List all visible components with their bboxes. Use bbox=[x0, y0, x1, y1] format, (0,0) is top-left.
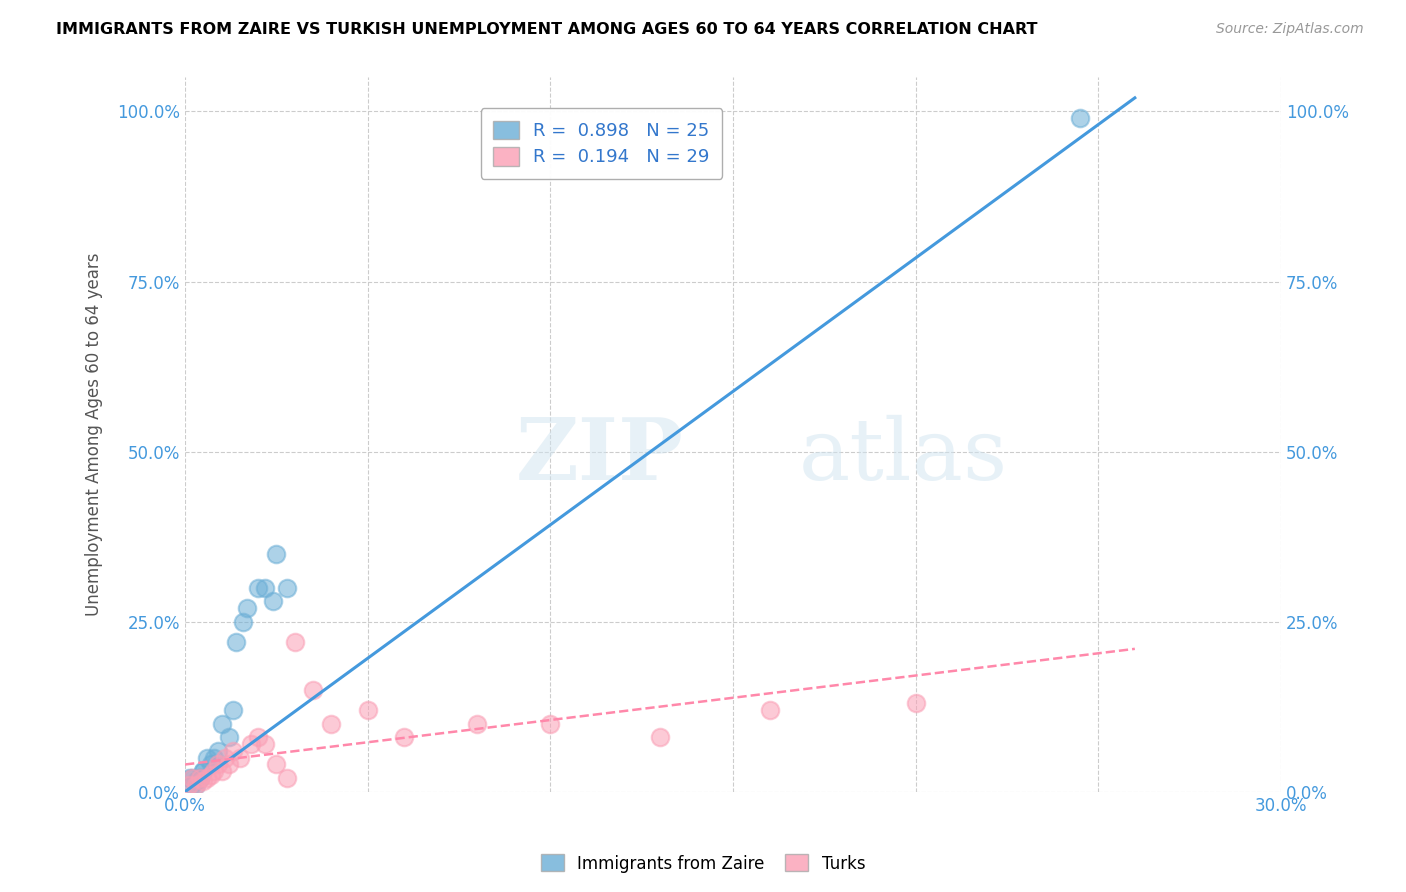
Legend: Immigrants from Zaire, Turks: Immigrants from Zaire, Turks bbox=[534, 847, 872, 880]
Point bbox=[202, 764, 225, 779]
Point bbox=[266, 757, 288, 772]
Point bbox=[357, 703, 380, 717]
Point bbox=[254, 581, 277, 595]
Point bbox=[177, 771, 200, 785]
Point bbox=[177, 778, 200, 792]
Point bbox=[184, 778, 207, 792]
Point bbox=[229, 750, 252, 764]
Point bbox=[218, 757, 240, 772]
Point bbox=[538, 716, 561, 731]
Text: ZIP: ZIP bbox=[516, 414, 683, 498]
Point bbox=[207, 757, 229, 772]
Point bbox=[321, 716, 343, 731]
Point bbox=[266, 547, 288, 561]
Legend: R =  0.898   N = 25, R =  0.194   N = 29: R = 0.898 N = 25, R = 0.194 N = 29 bbox=[481, 108, 723, 179]
Point bbox=[195, 771, 218, 785]
Point bbox=[181, 778, 204, 792]
Point bbox=[193, 764, 215, 779]
Point bbox=[284, 635, 307, 649]
Point bbox=[232, 615, 254, 629]
Point bbox=[239, 737, 262, 751]
Point bbox=[904, 696, 927, 710]
Point bbox=[221, 703, 243, 717]
Point bbox=[207, 744, 229, 758]
Text: atlas: atlas bbox=[799, 415, 1008, 498]
Point bbox=[221, 744, 243, 758]
Point bbox=[254, 737, 277, 751]
Point bbox=[276, 581, 298, 595]
Point bbox=[236, 601, 259, 615]
Point bbox=[195, 750, 218, 764]
Point bbox=[184, 778, 207, 792]
Point bbox=[758, 703, 780, 717]
Point bbox=[394, 731, 416, 745]
Text: IMMIGRANTS FROM ZAIRE VS TURKISH UNEMPLOYMENT AMONG AGES 60 TO 64 YEARS CORRELAT: IMMIGRANTS FROM ZAIRE VS TURKISH UNEMPLO… bbox=[56, 22, 1038, 37]
Point bbox=[184, 774, 207, 789]
Point bbox=[200, 767, 222, 781]
Point bbox=[202, 750, 225, 764]
Point bbox=[211, 716, 233, 731]
Point bbox=[188, 771, 211, 785]
Point bbox=[193, 764, 215, 779]
Point bbox=[214, 750, 236, 764]
Point bbox=[188, 771, 211, 785]
Point bbox=[262, 594, 284, 608]
Point bbox=[465, 716, 488, 731]
Point bbox=[188, 771, 211, 785]
Point bbox=[247, 731, 270, 745]
Point bbox=[1069, 112, 1091, 126]
Point bbox=[181, 771, 204, 785]
Point bbox=[218, 731, 240, 745]
Point bbox=[648, 731, 671, 745]
Point bbox=[193, 774, 215, 789]
Point bbox=[200, 757, 222, 772]
Y-axis label: Unemployment Among Ages 60 to 64 years: Unemployment Among Ages 60 to 64 years bbox=[86, 252, 103, 616]
Point bbox=[302, 682, 325, 697]
Point bbox=[225, 635, 247, 649]
Point bbox=[181, 771, 204, 785]
Point bbox=[247, 581, 270, 595]
Text: Source: ZipAtlas.com: Source: ZipAtlas.com bbox=[1216, 22, 1364, 37]
Point bbox=[276, 771, 298, 785]
Point bbox=[211, 764, 233, 779]
